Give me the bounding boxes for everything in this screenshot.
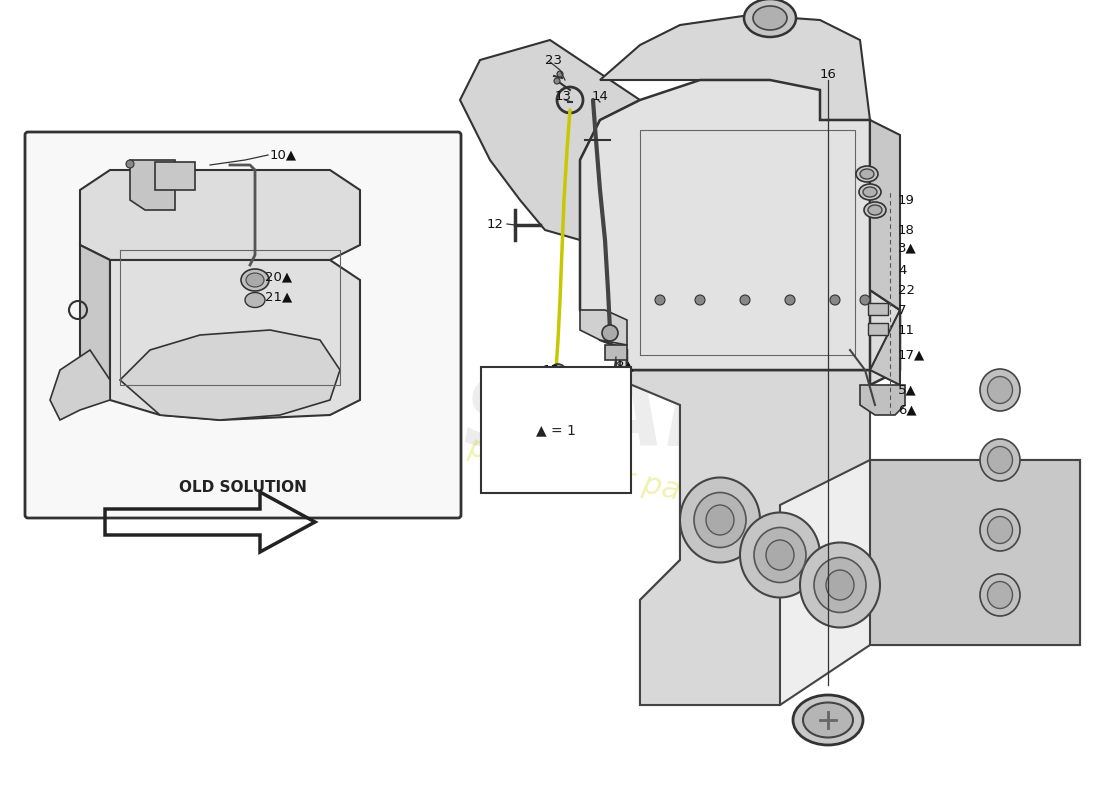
Text: 22: 22 (898, 283, 915, 297)
Bar (155, 162, 195, 190)
Polygon shape (120, 330, 340, 420)
Text: 14: 14 (592, 90, 609, 102)
Circle shape (554, 78, 560, 84)
Polygon shape (620, 290, 870, 705)
Ellipse shape (980, 509, 1020, 551)
Circle shape (785, 295, 795, 305)
Ellipse shape (241, 269, 270, 291)
Polygon shape (870, 120, 900, 385)
Ellipse shape (988, 517, 1012, 543)
Polygon shape (460, 40, 640, 240)
Polygon shape (580, 310, 627, 345)
Polygon shape (130, 160, 175, 210)
Ellipse shape (245, 293, 265, 307)
Circle shape (557, 71, 563, 77)
Ellipse shape (800, 542, 880, 627)
Ellipse shape (706, 505, 734, 535)
Ellipse shape (860, 169, 875, 179)
Ellipse shape (246, 273, 264, 287)
Ellipse shape (740, 513, 820, 598)
Ellipse shape (988, 446, 1012, 474)
Ellipse shape (680, 478, 760, 562)
Text: 17▲: 17▲ (898, 349, 925, 362)
Circle shape (126, 160, 134, 168)
Text: 6▲: 6▲ (898, 403, 916, 417)
Polygon shape (870, 460, 1080, 645)
Ellipse shape (980, 369, 1020, 411)
Ellipse shape (988, 582, 1012, 609)
Text: EUROSPARES: EUROSPARES (169, 374, 871, 466)
Ellipse shape (744, 0, 796, 37)
Text: 20▲: 20▲ (265, 270, 293, 283)
Polygon shape (860, 385, 905, 415)
Polygon shape (80, 170, 360, 260)
Text: 7: 7 (898, 303, 906, 317)
Circle shape (860, 295, 870, 305)
Text: 8▲: 8▲ (615, 359, 634, 373)
Text: 3▲: 3▲ (898, 242, 916, 254)
Text: 11: 11 (898, 323, 915, 337)
Ellipse shape (826, 570, 854, 600)
Text: 23: 23 (544, 54, 562, 66)
Ellipse shape (803, 702, 852, 738)
Polygon shape (605, 345, 627, 360)
Ellipse shape (868, 205, 882, 215)
Polygon shape (627, 290, 900, 385)
Text: OLD SOLUTION: OLD SOLUTION (179, 479, 307, 494)
Text: 5▲: 5▲ (898, 383, 916, 397)
Polygon shape (640, 290, 870, 310)
Ellipse shape (859, 184, 881, 200)
Bar (868, 303, 888, 315)
Ellipse shape (980, 439, 1020, 481)
Ellipse shape (856, 166, 878, 182)
Ellipse shape (754, 527, 806, 582)
Ellipse shape (754, 6, 786, 30)
Text: 10▲: 10▲ (270, 149, 297, 162)
Circle shape (550, 364, 566, 380)
Polygon shape (600, 15, 870, 120)
Text: 16: 16 (820, 69, 837, 82)
Text: 13: 13 (556, 90, 572, 102)
Polygon shape (110, 260, 360, 420)
FancyBboxPatch shape (25, 132, 461, 518)
Text: ▲ = 1: ▲ = 1 (536, 423, 576, 437)
Polygon shape (580, 80, 870, 370)
Text: 4: 4 (898, 263, 906, 277)
Circle shape (830, 295, 840, 305)
Ellipse shape (988, 377, 1012, 403)
Ellipse shape (766, 540, 794, 570)
Ellipse shape (864, 187, 877, 197)
Ellipse shape (980, 574, 1020, 616)
Ellipse shape (864, 202, 886, 218)
Text: 19: 19 (898, 194, 915, 206)
Circle shape (695, 295, 705, 305)
Text: 12: 12 (487, 218, 504, 230)
Polygon shape (80, 245, 110, 380)
Text: 15: 15 (543, 363, 560, 377)
Text: 9▲: 9▲ (578, 434, 596, 446)
Ellipse shape (814, 558, 866, 613)
Polygon shape (50, 350, 110, 420)
Bar (868, 323, 888, 335)
Polygon shape (640, 405, 1080, 705)
Text: a passion for parts: a passion for parts (438, 426, 723, 514)
Circle shape (740, 295, 750, 305)
Circle shape (602, 325, 618, 341)
Text: 18: 18 (898, 223, 915, 237)
Circle shape (654, 295, 666, 305)
Ellipse shape (793, 695, 864, 745)
Text: 21▲: 21▲ (265, 290, 293, 303)
Ellipse shape (694, 493, 746, 547)
